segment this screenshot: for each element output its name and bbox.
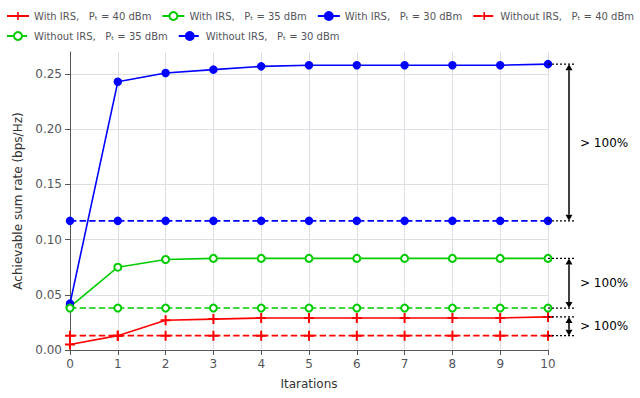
svg-text:Itarations: Itarations (280, 377, 337, 391)
svg-text:0: 0 (66, 357, 74, 371)
svg-text:9: 9 (496, 357, 504, 371)
svg-text:0.20: 0.20 (35, 122, 62, 136)
svg-text:With IRS, Pₜ = 40 dBm: With IRS, Pₜ = 40 dBm (34, 11, 151, 22)
svg-text:0.10: 0.10 (35, 233, 62, 247)
svg-text:5: 5 (305, 357, 313, 371)
svg-text:Without IRS, Pₜ = 30 dBm: Without IRS, Pₜ = 30 dBm (206, 31, 340, 42)
svg-text:7: 7 (401, 357, 409, 371)
svg-text:> 100%: > 100% (580, 276, 628, 290)
svg-text:> 100%: > 100% (580, 136, 628, 150)
svg-text:0.15: 0.15 (35, 177, 62, 191)
svg-text:Without IRS, Pₜ = 40 dBm: Without IRS, Pₜ = 40 dBm (500, 11, 634, 22)
svg-text:10: 10 (540, 357, 555, 371)
svg-text:6: 6 (353, 357, 361, 371)
svg-text:0.00: 0.00 (35, 343, 62, 357)
svg-text:Without IRS, Pₜ = 35 dBm: Without IRS, Pₜ = 35 dBm (34, 31, 168, 42)
svg-text:2: 2 (162, 357, 170, 371)
svg-text:3: 3 (210, 357, 218, 371)
svg-text:0.05: 0.05 (35, 288, 62, 302)
svg-text:0.25: 0.25 (35, 67, 62, 81)
svg-text:Achievable sum rate (bps/Hz): Achievable sum rate (bps/Hz) (11, 112, 25, 289)
svg-text:> 100%: > 100% (580, 319, 628, 333)
svg-text:8: 8 (449, 357, 457, 371)
svg-text:With IRS, Pₜ = 30 dBm: With IRS, Pₜ = 30 dBm (345, 11, 462, 22)
svg-text:4: 4 (257, 357, 265, 371)
svg-text:1: 1 (114, 357, 122, 371)
svg-text:With IRS, Pₜ = 35 dBm: With IRS, Pₜ = 35 dBm (189, 11, 306, 22)
